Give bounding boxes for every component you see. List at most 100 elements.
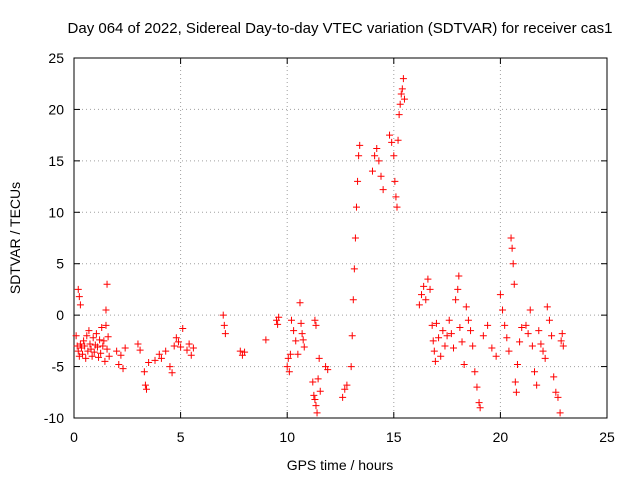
y-tick-label: 5: [56, 256, 64, 272]
data-point: [452, 296, 460, 304]
data-point: [274, 320, 282, 328]
data-point: [76, 301, 84, 309]
data-point: [390, 152, 398, 160]
data-point: [377, 172, 385, 180]
data-point: [142, 385, 150, 393]
data-point: [296, 299, 304, 307]
data-point: [298, 330, 306, 338]
data-point: [221, 330, 229, 338]
data-point: [219, 311, 227, 319]
data-point: [458, 338, 466, 346]
data-point: [102, 321, 110, 329]
data-point: [352, 203, 360, 211]
data-point: [262, 336, 270, 344]
y-tick-label: -10: [44, 410, 64, 426]
data-point: [550, 373, 558, 381]
data-point: [95, 353, 103, 361]
x-tick-label: 5: [177, 429, 185, 445]
data-point: [343, 381, 351, 389]
x-tick-label: 10: [279, 429, 295, 445]
data-point: [312, 321, 320, 329]
data-point: [447, 330, 455, 338]
data-point: [455, 272, 463, 280]
data-point: [117, 351, 125, 359]
data-point: [505, 347, 513, 355]
data-point: [93, 343, 101, 351]
data-point: [103, 280, 111, 288]
data-point: [290, 327, 298, 335]
data-point: [81, 342, 89, 350]
data-point: [119, 365, 127, 373]
data-point: [121, 344, 129, 352]
data-point: [379, 186, 387, 194]
data-point: [92, 330, 100, 338]
data-point: [431, 357, 439, 365]
data-point: [140, 368, 148, 376]
data-point: [174, 338, 182, 346]
data-point: [286, 350, 294, 358]
data-point: [355, 152, 363, 160]
data-point: [426, 285, 434, 293]
data-point: [283, 363, 291, 371]
data-point: [89, 334, 97, 342]
data-point: [492, 352, 500, 360]
x-tick-label: 15: [386, 429, 402, 445]
data-point: [541, 354, 549, 362]
data-point: [507, 234, 515, 242]
data-point: [526, 306, 534, 314]
data-point: [134, 340, 142, 348]
data-point: [236, 347, 244, 355]
data-point: [183, 346, 191, 354]
data-point: [476, 404, 484, 412]
data-point: [74, 347, 82, 355]
data-point: [422, 296, 430, 304]
data-point: [415, 301, 423, 309]
data-point: [299, 336, 307, 344]
data-point: [354, 177, 362, 185]
data-point: [179, 325, 187, 333]
data-point: [275, 313, 283, 321]
data-point: [72, 332, 80, 340]
data-point: [104, 333, 112, 341]
data-point: [74, 285, 82, 293]
data-point: [241, 348, 249, 356]
data-point: [90, 348, 98, 356]
data-point: [311, 316, 319, 324]
data-point: [445, 316, 453, 324]
data-point: [294, 350, 302, 358]
data-point: [315, 354, 323, 362]
data-point: [80, 337, 88, 345]
data-point: [311, 395, 319, 403]
data-point: [388, 138, 396, 146]
data-point: [499, 306, 507, 314]
y-tick-label: 15: [48, 153, 64, 169]
data-point: [522, 321, 530, 329]
data-point: [368, 167, 376, 175]
data-point: [545, 316, 553, 324]
data-point: [101, 357, 109, 365]
data-point: [85, 327, 93, 335]
y-axis-label: SDTVAR / TECUs: [7, 182, 23, 294]
data-point: [98, 323, 106, 331]
data-point: [347, 363, 355, 371]
data-point: [348, 332, 356, 340]
data-point: [185, 340, 193, 348]
data-point: [141, 381, 149, 389]
data-point: [524, 330, 532, 338]
data-point: [460, 361, 468, 369]
x-axis-label: GPS time / hours: [287, 457, 394, 473]
data-point: [395, 111, 403, 119]
data-point: [83, 332, 91, 340]
data-point: [443, 332, 451, 340]
data-point: [87, 345, 95, 353]
data-point: [297, 319, 305, 327]
data-point: [309, 378, 317, 386]
data-point: [537, 340, 545, 348]
data-point: [456, 323, 464, 331]
data-point: [420, 282, 428, 290]
data-point: [313, 409, 321, 417]
data-point: [430, 347, 438, 355]
data-point: [508, 244, 516, 252]
data-point: [513, 361, 521, 369]
data-point: [145, 358, 153, 366]
